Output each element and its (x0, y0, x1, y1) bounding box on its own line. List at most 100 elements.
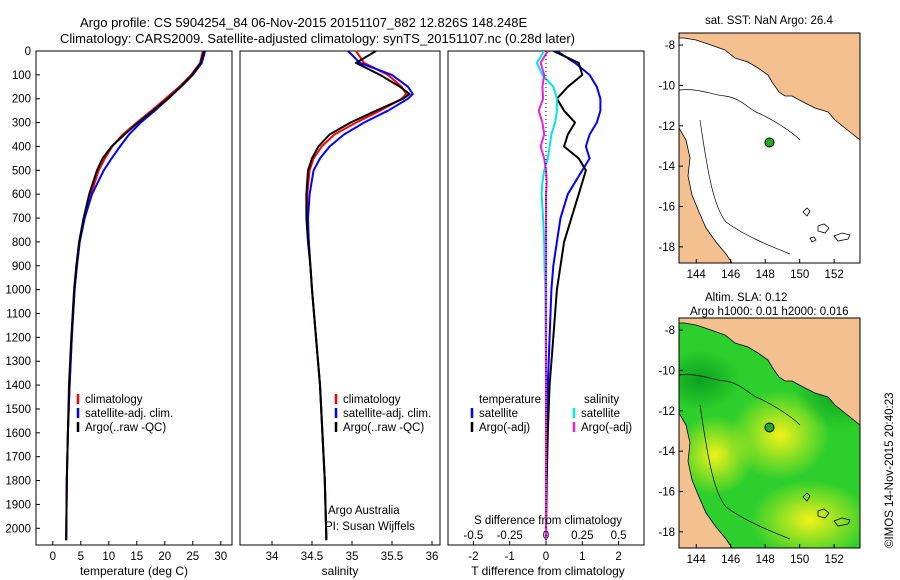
sla-map-ticks: 144 146 148 150 152 -8 -10 -12 -14 -16 -18 (658, 325, 843, 566)
map-y-tick-label: -14 (658, 446, 675, 458)
header-line-1: Argo profile: CS 5904254_84 06-Nov-2015 … (80, 15, 527, 30)
x-tick-label: 10 (102, 551, 115, 563)
depth-tick-label: 1500 (5, 404, 31, 416)
x-tick-label: 1 (579, 551, 585, 563)
sst-float-marker (764, 137, 775, 148)
map-y-tick-label: -8 (665, 40, 675, 52)
sla-low-anomaly-2 (679, 350, 740, 410)
legend-label: climatology (343, 394, 401, 406)
temperature-panel: 0100200300400500600700800900100011001200… (5, 46, 233, 578)
map-x-tick-label: 144 (687, 269, 707, 281)
difference-xlabel: T difference from climatology (471, 564, 625, 578)
x-tick-label: 35.5 (381, 551, 403, 563)
depth-tick-label: 1200 (5, 332, 31, 344)
depth-tick-label: 900 (12, 261, 31, 273)
depth-ticks: 0 100 200 300 400 500 600 700 800 900 1000 1100 1200… (5, 46, 40, 535)
series-line-temperature-satellite (545, 51, 602, 541)
x-tick-top-label: -0.25 (497, 530, 523, 542)
map-y-tick-label: -10 (658, 80, 675, 92)
x-tick-label: 20 (158, 551, 171, 563)
depth-tick-label: 0 (25, 46, 31, 58)
depth-tick-label: 1300 (5, 356, 31, 368)
map-x-tick-label: 152 (825, 554, 844, 566)
annotation-pi: PI: Susan Wijffels (325, 521, 415, 533)
x-tick-label: 35 (346, 551, 359, 563)
salinity-ticks: 34 34.5 35 35.5 36 (266, 541, 439, 563)
legend-label: climatology (85, 394, 143, 406)
depth-tick-label: 1700 (5, 452, 31, 464)
sla-map-title-1: Altim. SLA: 0.12 (705, 292, 787, 304)
x-tick-label: 0 (543, 551, 549, 563)
difference-legend: temperature salinity satellite Argo(-adj) sa… (470, 394, 632, 434)
depth-tick-label: 1100 (6, 309, 31, 321)
temperature-ticks: 0 5 10 15 20 25 30 (50, 541, 227, 563)
sst-map-frame (678, 32, 861, 264)
header-line-2: Climatology: CARS2009. Satellite-adjuste… (60, 31, 575, 46)
map-x-tick-label: 150 (790, 269, 809, 281)
imos-timestamp: ©IMOS 14-Nov-2015 20:40:23 (884, 392, 896, 548)
depth-tick-label: 2000 (5, 523, 31, 535)
depth-tick-label: 100 (12, 70, 31, 82)
depth-tick-label: 600 (12, 189, 31, 201)
sst-land-png (679, 33, 860, 141)
map-x-tick-label: 146 (721, 269, 740, 281)
map-x-tick-label: 148 (756, 269, 775, 281)
legend-label: satellite-adj. clim. (85, 408, 173, 420)
sla-bathymetry-contour (679, 374, 801, 540)
x-tick-top-label: 0.25 (571, 530, 593, 542)
depth-tick-label: 500 (12, 165, 31, 177)
sla-map-frame (678, 317, 861, 549)
depth-tick-label: 1900 (5, 499, 31, 511)
map-x-tick-label: 146 (721, 554, 740, 566)
sst-bathymetry-contour (679, 89, 801, 255)
sla-reefs (802, 492, 851, 527)
depth-tick-label: 1600 (5, 428, 31, 440)
map-y-tick-label: -10 (658, 365, 675, 377)
x-tick-label: 15 (130, 551, 143, 563)
legend-label: Argo(..raw -QC) (343, 422, 424, 434)
series-line-argo-raw-qc- (305, 51, 411, 541)
depth-tick-label: 300 (12, 118, 31, 130)
sst-land-australia (679, 127, 733, 263)
sst-map-ticks: 144 146 148 150 152 -8 -10 -12 -14 -16 -18 (658, 40, 843, 281)
series-line-salinity-argo-adj- (537, 51, 549, 541)
x-tick-top-label: 0.5 (611, 530, 627, 542)
x-tick-label: 30 (214, 551, 227, 563)
sst-map-panel: sat. SST: NaN Argo: 26.4 144 146 148 150 152… (658, 15, 861, 281)
difference-xlabel-top: S difference from climatology (474, 515, 622, 527)
depth-tick-label: 400 (12, 141, 31, 153)
sla-map-panel: Altim. SLA: 0.12 Argo h1000: 0.01 h2000:… (658, 292, 861, 566)
legend-label: Argo(..raw -QC) (85, 422, 166, 434)
sla-high-anomaly-2 (679, 415, 755, 495)
sla-high-anomaly-3 (750, 480, 860, 548)
map-y-tick-label: -8 (665, 325, 675, 337)
depth-tick-label: 1000 (5, 285, 31, 297)
temperature-axes-frame (35, 50, 233, 546)
depth-tick-label: 700 (12, 213, 31, 225)
legend-title-salinity: salinity (584, 394, 619, 406)
legend-title-temperature: temperature (479, 394, 541, 406)
map-x-tick-label: 144 (687, 554, 707, 566)
map-y-tick-label: -16 (658, 202, 675, 214)
map-y-tick-label: -16 (658, 487, 675, 499)
depth-tick-label: 1800 (5, 476, 31, 488)
sst-map-title: sat. SST: NaN Argo: 26.4 (705, 15, 833, 27)
map-y-tick-label: -12 (658, 406, 675, 418)
x-tick-label: 36 (426, 551, 439, 563)
x-tick-label: 34.5 (301, 551, 323, 563)
difference-series (535, 51, 602, 545)
depth-tick-label: 1400 (5, 380, 31, 392)
temperature-series (65, 51, 207, 541)
salinity-legend: climatology satellite-adj. clim. Argo(..ra… (334, 394, 431, 434)
x-tick-top-label: -0.5 (463, 530, 483, 542)
legend-label: satellite (479, 408, 518, 420)
sla-land-png (679, 318, 860, 426)
x-tick-label: 2 (615, 551, 621, 563)
x-tick-label: -1 (505, 551, 515, 563)
legend-label: satellite (581, 408, 620, 420)
temperature-legend: climatology satellite-adj. clim. Argo(..ra… (76, 394, 173, 434)
temperature-xlabel: temperature (deg C) (80, 564, 188, 578)
x-tick-label: 5 (78, 551, 84, 563)
